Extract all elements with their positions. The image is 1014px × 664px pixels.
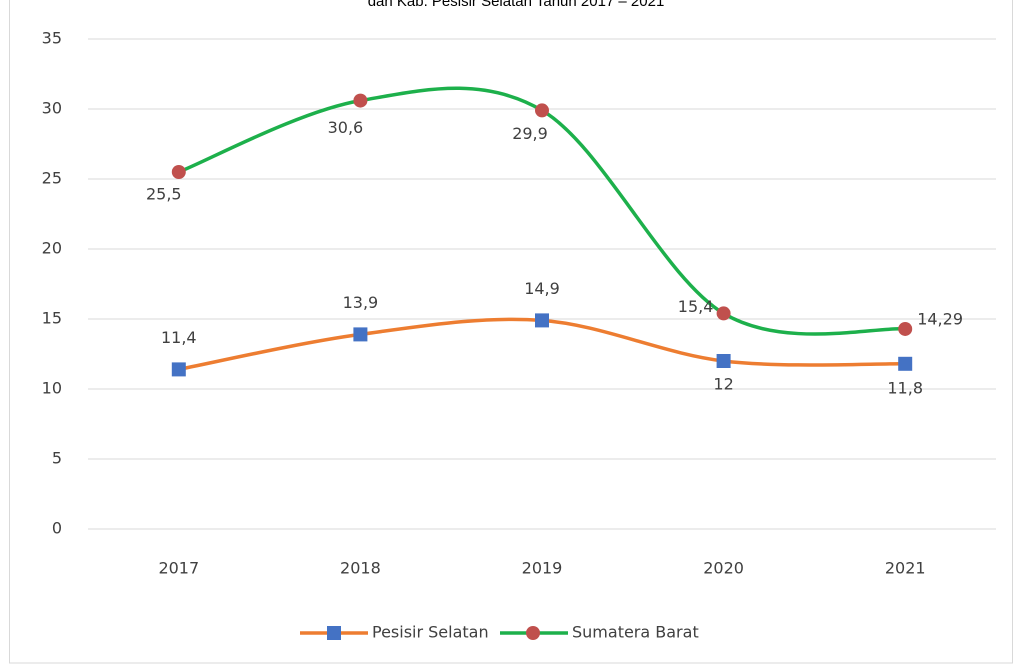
data-label: 12 (713, 375, 733, 394)
data-label: 15,4 (678, 297, 714, 316)
marker (716, 306, 731, 321)
marker (353, 93, 368, 108)
data-label: 25,5 (146, 185, 182, 204)
marker (898, 321, 913, 336)
marker (535, 103, 549, 118)
x-tick-label: 2017 (158, 559, 199, 578)
marker (535, 313, 549, 328)
chart-title: dan Kab. Pesisir Selatan Tahun 2017 – 20… (368, 0, 665, 10)
y-tick-label: 35 (42, 29, 62, 48)
legend-label: Pesisir Selatan (372, 623, 489, 642)
data-label: 11,8 (887, 378, 923, 397)
x-tick-label: 2018 (340, 559, 381, 578)
marker (898, 356, 913, 371)
marker (171, 165, 186, 179)
y-tick-label: 5 (52, 449, 62, 468)
marker (353, 327, 368, 342)
y-tick-label: 25 (42, 169, 62, 188)
data-label: 11,4 (161, 328, 197, 347)
x-tick-label: 2020 (703, 559, 744, 578)
data-label: 29,9 (512, 124, 548, 143)
legend-marker (327, 626, 341, 640)
y-tick-label: 10 (42, 379, 62, 398)
y-tick-label: 15 (42, 309, 62, 328)
x-tick-label: 2019 (522, 559, 563, 578)
legend-label: Sumatera Barat (572, 623, 699, 642)
data-label: 30,6 (328, 118, 364, 137)
y-tick-label: 0 (52, 519, 62, 538)
data-label: 14,9 (524, 279, 560, 298)
marker (171, 362, 186, 377)
legend-marker (526, 626, 540, 640)
data-label: 13,9 (343, 293, 379, 312)
marker (716, 354, 731, 368)
x-tick-label: 2021 (885, 559, 926, 578)
data-label: 14,29 (917, 309, 963, 328)
y-tick-label: 30 (42, 99, 62, 118)
y-tick-label: 20 (42, 239, 62, 258)
